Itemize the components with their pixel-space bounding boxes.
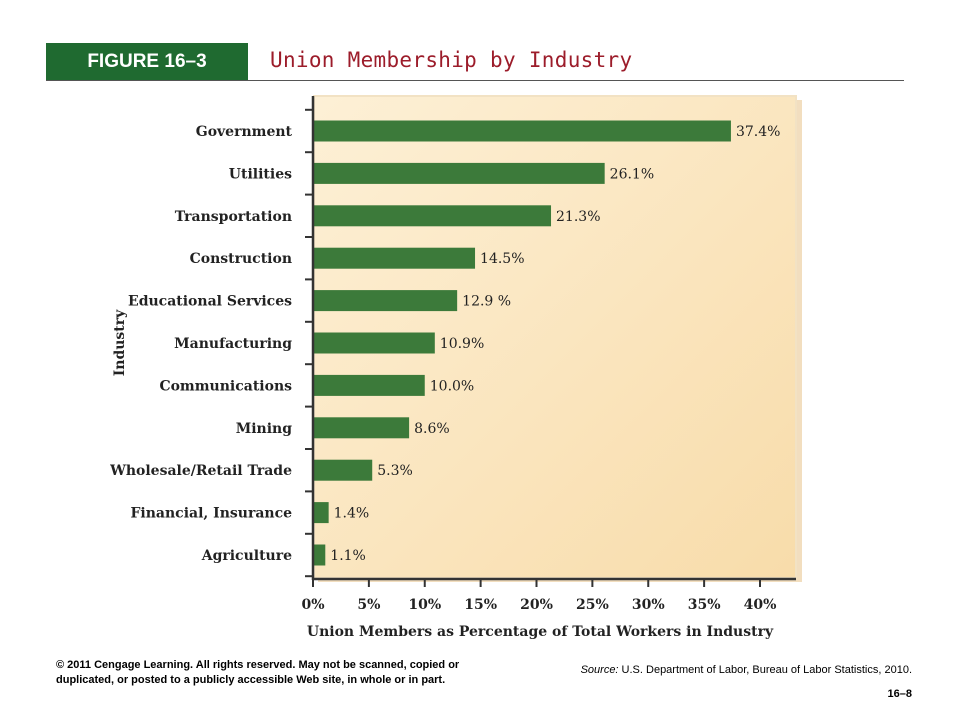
data-label: 37.4%: [736, 124, 780, 140]
figure-label: FIGURE 16–3: [46, 43, 248, 81]
data-label: 21.3%: [556, 209, 600, 225]
header-divider: [46, 80, 904, 81]
data-label: 26.1%: [610, 166, 654, 182]
bar-manufacturing: [314, 332, 435, 354]
bar-communications: [314, 374, 425, 396]
bar-transportation: [314, 205, 552, 227]
data-label: 1.4%: [334, 506, 370, 522]
x-tick-label: 25%: [576, 597, 609, 613]
bar-educational-services: [314, 290, 458, 312]
x-tick-label: 5%: [357, 597, 380, 613]
category-label: Utilities: [229, 166, 292, 182]
y-axis-title: Industry: [112, 309, 128, 376]
source-label: Source:: [580, 664, 619, 676]
bar-utilities: [314, 162, 605, 184]
category-label: Construction: [190, 251, 292, 267]
category-label: Manufacturing: [174, 336, 292, 352]
bar-mining: [314, 417, 410, 439]
source-note: Source: U.S. Department of Labor, Bureau…: [581, 664, 912, 676]
category-label: Financial, Insurance: [130, 506, 292, 522]
x-axis-title: Union Members as Percentage of Total Wor…: [307, 624, 774, 640]
x-tick-label: 0%: [301, 597, 324, 613]
data-label: 10.9%: [440, 336, 484, 352]
category-label: Educational Services: [128, 294, 292, 310]
x-tick-label: 35%: [688, 597, 721, 613]
x-tick-label: 15%: [464, 597, 497, 613]
data-label: 14.5%: [480, 251, 524, 267]
category-label: Agriculture: [201, 548, 292, 564]
page-title: Union Membership by Industry: [270, 48, 633, 72]
source-text: U.S. Department of Labor, Bureau of Labo…: [618, 664, 912, 676]
category-label: Mining: [236, 421, 292, 437]
bar-agriculture: [314, 544, 326, 566]
x-tick-label: 40%: [744, 597, 777, 613]
category-label: Government: [196, 124, 293, 140]
category-label: Wholesale/Retail Trade: [109, 463, 292, 479]
x-tick-label: 10%: [408, 597, 441, 613]
bar-financial-insurance: [314, 502, 329, 524]
x-tick-label: 20%: [520, 597, 553, 613]
data-label: 1.1%: [330, 548, 366, 564]
x-tick-label: 30%: [632, 597, 665, 613]
bar-wholesale-retail-trade: [314, 459, 373, 481]
bar-construction: [314, 247, 476, 269]
category-label: Transportation: [175, 209, 292, 225]
page-number: 16–8: [887, 688, 912, 700]
bar-government: [314, 120, 731, 142]
data-label: 10.0%: [430, 378, 474, 394]
data-label: 5.3%: [377, 463, 413, 479]
category-label: Communications: [159, 378, 292, 394]
data-label: 12.9 %: [462, 294, 511, 310]
copyright-notice: © 2011 Cengage Learning. All rights rese…: [56, 659, 460, 686]
data-label: 8.6%: [414, 421, 450, 437]
